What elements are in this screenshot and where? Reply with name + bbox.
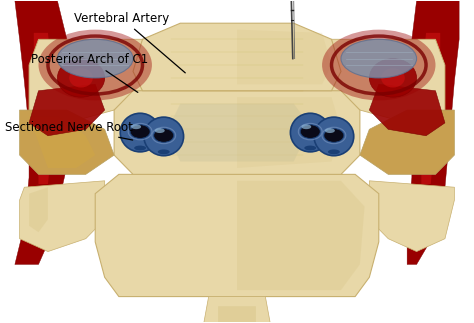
Polygon shape bbox=[95, 174, 379, 297]
Ellipse shape bbox=[144, 117, 183, 156]
Polygon shape bbox=[15, 1, 72, 265]
Ellipse shape bbox=[301, 124, 311, 129]
Ellipse shape bbox=[154, 129, 173, 142]
Ellipse shape bbox=[369, 58, 417, 97]
Text: Posterior Arch of C1: Posterior Arch of C1 bbox=[31, 53, 149, 92]
Polygon shape bbox=[369, 181, 455, 252]
Polygon shape bbox=[369, 84, 445, 136]
Polygon shape bbox=[19, 181, 105, 252]
Polygon shape bbox=[166, 33, 308, 168]
Ellipse shape bbox=[120, 113, 160, 152]
Polygon shape bbox=[204, 297, 270, 323]
Ellipse shape bbox=[38, 30, 152, 100]
Ellipse shape bbox=[131, 124, 141, 129]
Polygon shape bbox=[237, 30, 331, 84]
Ellipse shape bbox=[130, 125, 150, 138]
Ellipse shape bbox=[301, 125, 320, 138]
Polygon shape bbox=[360, 110, 455, 174]
Polygon shape bbox=[29, 187, 48, 232]
Polygon shape bbox=[407, 1, 459, 265]
Polygon shape bbox=[19, 110, 114, 174]
Ellipse shape bbox=[158, 150, 170, 154]
Ellipse shape bbox=[304, 146, 316, 151]
Polygon shape bbox=[218, 306, 237, 323]
Ellipse shape bbox=[291, 113, 330, 152]
Polygon shape bbox=[133, 23, 341, 91]
Polygon shape bbox=[421, 33, 440, 184]
Polygon shape bbox=[29, 39, 143, 123]
Polygon shape bbox=[114, 91, 360, 174]
Ellipse shape bbox=[314, 117, 354, 156]
Text: Sectioned Nerve Root: Sectioned Nerve Root bbox=[5, 121, 133, 140]
Ellipse shape bbox=[328, 150, 340, 154]
Polygon shape bbox=[29, 117, 95, 168]
Ellipse shape bbox=[381, 68, 405, 88]
Polygon shape bbox=[237, 181, 365, 290]
Ellipse shape bbox=[155, 128, 165, 133]
Polygon shape bbox=[237, 97, 341, 168]
Polygon shape bbox=[331, 39, 445, 123]
Polygon shape bbox=[237, 306, 256, 323]
Polygon shape bbox=[34, 33, 53, 184]
Ellipse shape bbox=[69, 68, 93, 88]
Ellipse shape bbox=[57, 39, 133, 78]
Ellipse shape bbox=[57, 58, 105, 97]
Ellipse shape bbox=[324, 129, 344, 142]
Polygon shape bbox=[29, 84, 105, 136]
Text: Vertebral Artery: Vertebral Artery bbox=[74, 12, 185, 73]
Ellipse shape bbox=[325, 128, 335, 133]
Ellipse shape bbox=[322, 30, 436, 100]
Polygon shape bbox=[171, 104, 303, 162]
Ellipse shape bbox=[134, 146, 146, 151]
Ellipse shape bbox=[341, 39, 417, 78]
